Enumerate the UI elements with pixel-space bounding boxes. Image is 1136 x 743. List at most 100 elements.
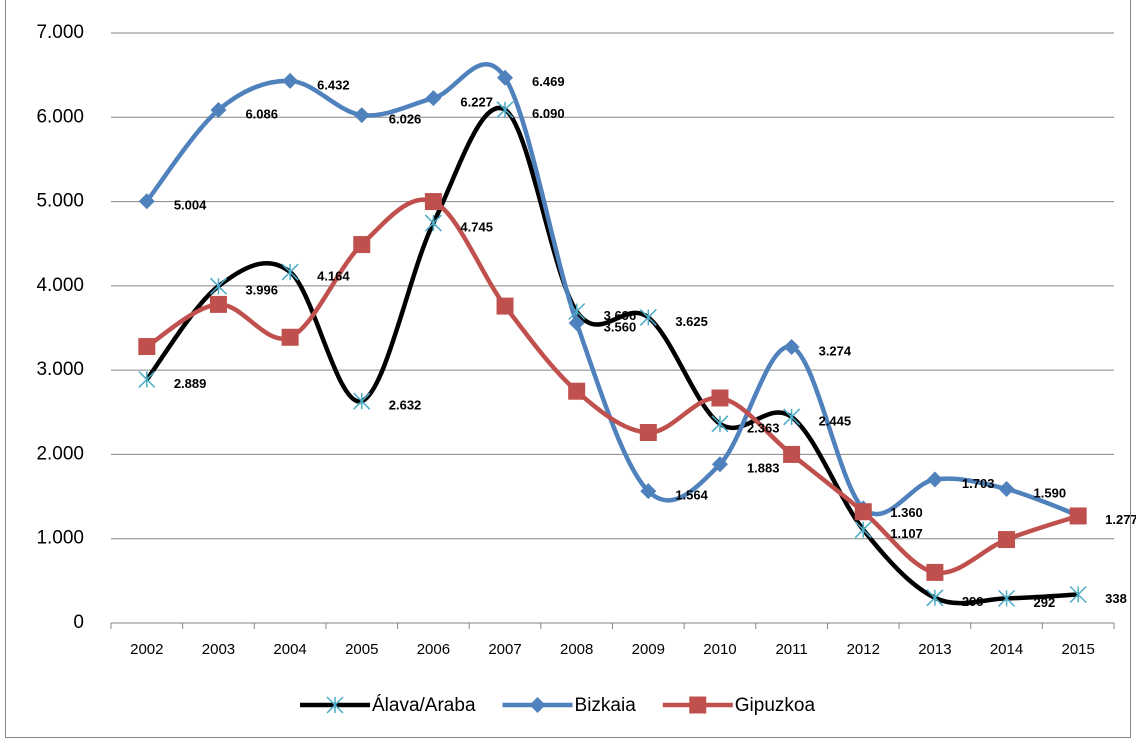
data-label: 6.026 [389, 112, 422, 127]
data-label: 1.277 [1105, 512, 1136, 527]
x-tick-label: 2007 [488, 641, 521, 658]
data-label: 3.274 [819, 343, 852, 358]
legend-marker [326, 696, 344, 714]
data-label: 1.883 [747, 461, 780, 476]
marker [568, 314, 585, 331]
marker [496, 297, 514, 315]
marker [496, 101, 514, 119]
marker [926, 563, 944, 581]
y-tick-label: 1.000 [36, 528, 84, 549]
legend-entry: Bizkaia [502, 695, 637, 716]
y-tick-label: 4.000 [36, 275, 84, 296]
x-tick-label: 2003 [202, 641, 235, 658]
x-tick-label: 2005 [345, 641, 378, 658]
data-label: 2.445 [819, 413, 852, 428]
data-label: 6.469 [532, 74, 565, 89]
y-tick-label: 3.000 [36, 359, 84, 380]
marker [711, 456, 728, 473]
marker [783, 408, 801, 426]
marker [353, 236, 371, 254]
marker [998, 589, 1016, 607]
data-label: 1.107 [890, 526, 923, 541]
marker [639, 308, 657, 326]
marker [783, 339, 800, 356]
data-label: 1.703 [962, 476, 995, 491]
x-tick-label: 2009 [632, 641, 665, 658]
marker [1069, 507, 1087, 525]
data-label: 6.227 [460, 95, 493, 110]
legend-label: Bizkaia [575, 695, 637, 716]
y-tick-label: 6.000 [36, 106, 84, 127]
marker [281, 263, 299, 281]
y-tick-label: 0 [73, 612, 84, 633]
marker [209, 295, 227, 313]
marker [209, 277, 227, 295]
legend-entry: Gipuzkoa [662, 695, 816, 716]
marker [138, 370, 156, 389]
marker [998, 480, 1015, 497]
marker [854, 503, 872, 521]
data-label: 2.363 [747, 420, 780, 435]
data-label: 3.625 [675, 314, 708, 329]
x-tick-label: 2006 [417, 641, 450, 658]
marker [282, 72, 299, 89]
marker [353, 392, 371, 410]
data-label: 4.745 [460, 220, 493, 235]
x-tick-label: 2010 [703, 641, 736, 658]
data-label: 3.696 [604, 308, 637, 323]
data-label: 338 [1105, 591, 1127, 606]
data-label: 6.432 [317, 77, 350, 92]
marker [425, 90, 442, 107]
marker [998, 531, 1016, 549]
legend-marker [689, 696, 707, 714]
chart-border [5, 0, 1131, 738]
marker [711, 415, 729, 433]
data-label: 292 [1034, 595, 1056, 610]
y-tick-label: 5.000 [36, 191, 84, 212]
x-tick-label: 2014 [990, 641, 1023, 658]
marker [281, 328, 299, 346]
x-tick-label: 2011 [775, 641, 807, 658]
legend-label: Gipuzkoa [735, 695, 816, 716]
x-tick-label: 2013 [918, 641, 951, 658]
legend-label: Álava/Araba [372, 695, 476, 716]
x-tick-label: 2015 [1061, 641, 1094, 658]
data-label: 5.004 [174, 198, 207, 213]
legend-marker [529, 697, 546, 713]
legend-entry: Álava/Araba [300, 695, 476, 716]
data-label: 3.560 [604, 319, 637, 334]
x-tick-label: 2004 [273, 641, 306, 658]
marker [138, 193, 155, 210]
y-tick-label: 2.000 [36, 443, 84, 464]
data-label: 6.086 [245, 106, 278, 121]
data-label: 299 [962, 594, 984, 609]
marker [783, 445, 801, 463]
data-label: 1.564 [675, 488, 708, 503]
marker [138, 338, 156, 356]
x-tick-label: 2008 [560, 641, 593, 658]
x-tick-label: 2002 [130, 641, 163, 658]
marker [424, 214, 442, 232]
marker [424, 193, 442, 211]
marker [353, 107, 370, 124]
x-tick-label: 2012 [847, 641, 880, 658]
data-label: 6.090 [532, 106, 565, 121]
marker [926, 589, 944, 607]
marker [497, 69, 514, 86]
marker [639, 424, 657, 442]
y-tick-label: 7.000 [36, 22, 84, 43]
data-label: 1.590 [1034, 485, 1067, 500]
marker [568, 382, 586, 400]
data-label: 3.996 [245, 283, 278, 298]
marker [210, 102, 227, 119]
marker [1069, 585, 1087, 604]
data-label: 2.889 [174, 376, 207, 391]
data-label: 1.360 [890, 505, 923, 520]
marker [711, 389, 729, 407]
data-label: 4.164 [317, 268, 350, 283]
marker [926, 471, 943, 488]
marker [854, 521, 872, 539]
data-label: 2.632 [389, 398, 422, 413]
marker [640, 483, 657, 500]
